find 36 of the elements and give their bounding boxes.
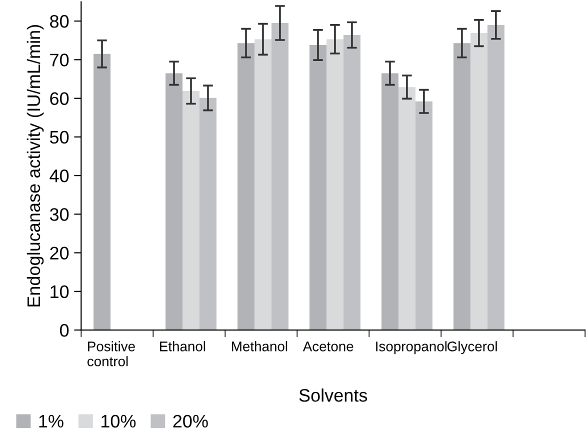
y-tick-label: 50: [50, 130, 69, 144]
bar: [398, 87, 416, 330]
bar: [343, 34, 360, 330]
bar: [470, 33, 488, 330]
bar: [271, 23, 288, 330]
y-tick-label: 70: [50, 54, 69, 66]
bar: [254, 39, 272, 330]
y-axis-title: Endoglucanase activity (IU/mL/min): [26, 25, 44, 306]
legend-label: 20%: [173, 414, 208, 428]
y-tick-label: 60: [50, 92, 69, 106]
y-tick-label: 0: [60, 324, 69, 337]
legend-label: 10%: [102, 414, 136, 428]
x-tick-label: Isopropanol: [376, 341, 447, 354]
x-tick-label: Methanol: [232, 341, 288, 352]
x-tick-label: Glycerol: [448, 341, 497, 354]
bar: [487, 24, 504, 330]
y-tick-label: 30: [50, 208, 69, 221]
y-tick-label: 10: [50, 285, 69, 298]
x-tick-label: Acetone: [302, 342, 354, 352]
x-tick-label: Ethanol: [160, 341, 206, 352]
x-tick-label: Positive control: [87, 341, 135, 366]
bar: [453, 43, 470, 330]
x-axis-title: Solvents: [299, 388, 368, 402]
bar: [415, 101, 432, 330]
bar: [381, 73, 398, 330]
y-tick-label: 40: [50, 169, 69, 182]
bar: [94, 54, 111, 330]
legend-label: 1%: [39, 414, 64, 428]
bar: [309, 45, 326, 330]
bar: [238, 43, 254, 330]
y-tick-label: 80: [50, 15, 69, 28]
bar: [199, 98, 216, 330]
bar: [182, 90, 200, 330]
y-tick-label: 20: [50, 246, 69, 260]
bar: [166, 73, 183, 330]
bar: [326, 39, 344, 330]
